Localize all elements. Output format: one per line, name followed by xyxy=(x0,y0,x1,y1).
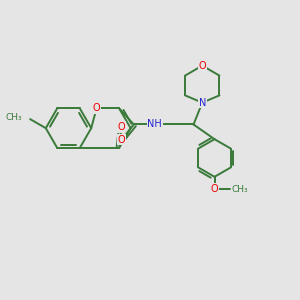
Text: O: O xyxy=(93,103,100,113)
Text: O: O xyxy=(118,135,125,145)
Text: NH: NH xyxy=(147,119,162,130)
Text: O: O xyxy=(118,122,125,132)
Text: CH₃: CH₃ xyxy=(231,184,248,194)
Text: O: O xyxy=(211,184,218,194)
Text: CH₃: CH₃ xyxy=(5,113,22,122)
Text: N: N xyxy=(199,98,206,108)
Text: O: O xyxy=(199,61,206,71)
